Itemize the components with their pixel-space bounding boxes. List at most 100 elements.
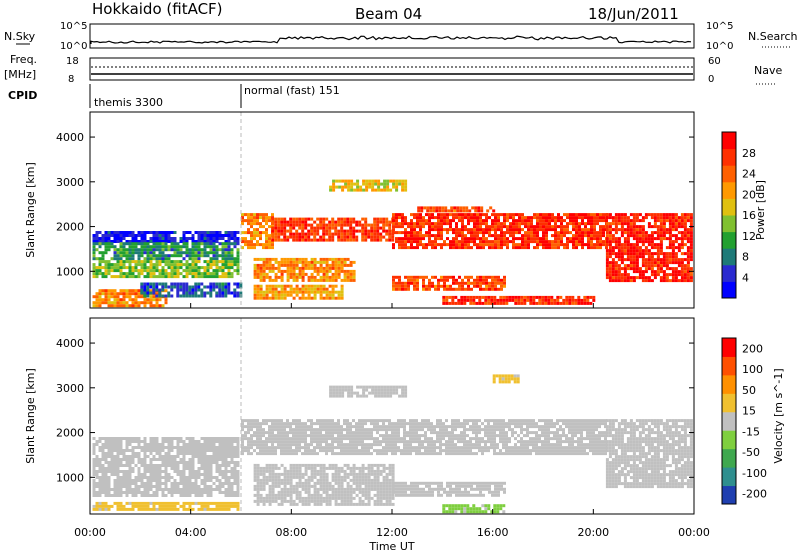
heatmap-cell (221, 286, 224, 289)
noise-tick-left-top: 10^5 (60, 21, 87, 32)
heatmap-cell (401, 231, 404, 234)
heatmap-cell (395, 213, 398, 216)
heatmap-cell (338, 180, 341, 183)
heatmap-cell (497, 228, 500, 231)
heatmap-cell (612, 246, 615, 249)
heatmap-cell (358, 221, 361, 224)
heatmap-cell (352, 443, 355, 446)
heatmap-cell (165, 479, 168, 482)
heatmap-cell (105, 502, 108, 505)
heatmap-cell (410, 243, 413, 246)
heatmap-cell (237, 449, 240, 452)
heatmap-cell (403, 425, 406, 428)
heatmap-cell (642, 258, 645, 261)
heatmap-cell (340, 230, 343, 233)
heatmap-cell (463, 299, 466, 302)
heatmap-cell (105, 461, 108, 464)
heatmap-cell (419, 225, 422, 228)
heatmap-cell (436, 434, 439, 437)
heatmap-cell (277, 428, 280, 431)
heatmap-cell (355, 437, 358, 440)
heatmap-cell (274, 239, 277, 242)
heatmap-cell (669, 246, 672, 249)
heatmap-cell (451, 422, 454, 425)
heatmap-cell (337, 218, 340, 221)
heatmap-cell (404, 180, 407, 183)
heatmap-cell (329, 186, 332, 189)
heatmap-cell (581, 243, 584, 246)
heatmap-cell (180, 505, 183, 508)
heatmap-cell (660, 240, 663, 243)
heatmap-cell (346, 443, 349, 446)
heatmap-cell (687, 249, 690, 252)
heatmap-cell (538, 299, 541, 302)
heatmap-cell (102, 479, 105, 482)
heatmap-cell (657, 243, 660, 246)
heatmap-cell (663, 252, 666, 255)
heatmap-cell (645, 237, 648, 240)
heatmap-cell (454, 302, 457, 305)
heatmap-cell (138, 292, 141, 295)
heatmap-cell (497, 225, 500, 228)
heatmap-cell (305, 258, 308, 261)
heatmap-cell (485, 288, 488, 291)
heatmap-cell (544, 302, 547, 305)
heatmap-cell (135, 488, 138, 491)
heatmap-cell (524, 219, 527, 222)
heatmap-cell (147, 455, 150, 458)
heatmap-cell (150, 272, 153, 275)
heatmap-cell (394, 437, 397, 440)
heatmap-cell (687, 252, 690, 255)
heatmap-cell (398, 243, 401, 246)
heatmap-cell (216, 240, 219, 243)
heatmap-cell (123, 508, 126, 511)
heatmap-cell (310, 419, 313, 422)
heatmap-cell (615, 240, 618, 243)
heatmap-cell (496, 302, 499, 305)
heatmap-cell (114, 502, 117, 505)
heatmap-cell (108, 263, 111, 266)
heatmap-cell (449, 246, 452, 249)
heatmap-cell (464, 225, 467, 228)
heatmap-cell (401, 219, 404, 222)
heatmap-cell (398, 279, 401, 282)
heatmap-cell (392, 276, 395, 279)
heatmap-cell (477, 206, 480, 209)
heatmap-cell (237, 479, 240, 482)
heatmap-cell (171, 502, 174, 505)
heatmap-cell (96, 494, 99, 497)
heatmap-cell (425, 213, 428, 216)
heatmap-cell (413, 240, 416, 243)
heatmap-cell (479, 279, 482, 282)
heatmap-cell (105, 260, 108, 263)
heatmap-cell (615, 225, 618, 228)
heatmap-cell (114, 295, 117, 298)
heatmap-cell (663, 276, 666, 279)
heatmap-cell (198, 494, 201, 497)
heatmap-cell (436, 452, 439, 455)
heatmap-cell (672, 225, 675, 228)
heatmap-cell (179, 295, 182, 298)
heatmap-cell (195, 449, 198, 452)
heatmap-cell (473, 234, 476, 237)
heatmap-cell (228, 263, 231, 266)
heatmap-cell (675, 228, 678, 231)
heatmap-cell (409, 425, 412, 428)
heatmap-cell (633, 279, 636, 282)
heatmap-cell (415, 431, 418, 434)
heatmap-cell (356, 183, 359, 186)
heatmap-cell (609, 270, 612, 273)
heatmap-cell (509, 216, 512, 219)
heatmap-cell (317, 291, 320, 294)
heatmap-cell (470, 234, 473, 237)
heatmap-cell (413, 282, 416, 285)
heatmap-cell (210, 231, 213, 234)
heatmap-cell (99, 461, 102, 464)
heatmap-cell (684, 243, 687, 246)
colorbar-tick-label: 4 (742, 271, 749, 284)
heatmap-cell (527, 222, 530, 225)
heatmap-cell (550, 302, 553, 305)
heatmap-cell (305, 288, 308, 291)
heatmap-cell (111, 292, 114, 295)
heatmap-cell (427, 440, 430, 443)
